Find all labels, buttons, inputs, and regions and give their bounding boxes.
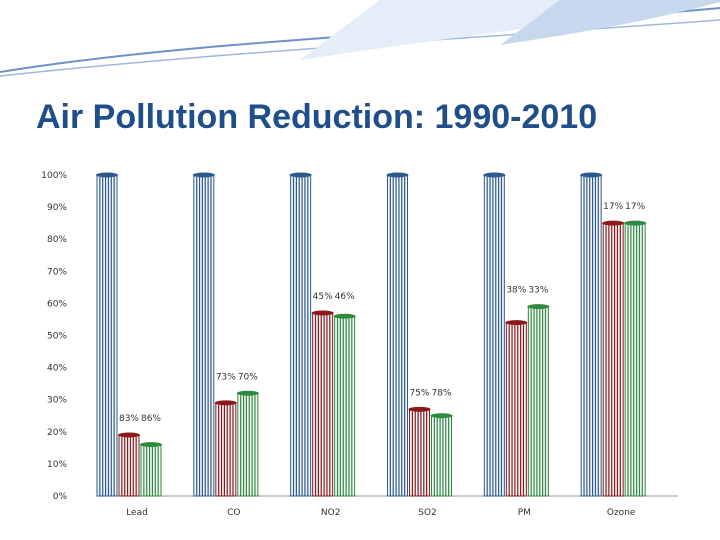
series-b-bar: [527, 304, 550, 497]
data-label: 75%: [409, 388, 429, 398]
data-label: 73%: [216, 372, 236, 382]
data-label: 83%: [119, 414, 139, 424]
data-label: 78%: [431, 388, 451, 398]
series-b-bar: [430, 413, 453, 497]
series-b-bar: [333, 313, 356, 497]
data-label: 17%: [625, 202, 645, 212]
y-tick-label: 100%: [41, 171, 67, 181]
series-a-bar: [408, 406, 431, 497]
baseline-bar: [386, 172, 409, 497]
data-label: 38%: [506, 286, 526, 296]
y-tick-label: 80%: [47, 235, 67, 245]
series-a-bar: [214, 400, 237, 497]
x-category-label: NO2: [321, 508, 341, 518]
series-a-bar: [602, 220, 625, 497]
x-category-label: SO2: [418, 508, 437, 518]
header-swoosh: [0, 0, 720, 90]
baseline-bar: [192, 172, 215, 497]
bars: [96, 172, 647, 497]
y-tick-label: 10%: [47, 460, 67, 470]
x-category-label: Lead: [126, 508, 148, 518]
y-tick-label: 70%: [47, 267, 67, 277]
page-title: Air Pollution Reduction: 1990-2010: [36, 98, 598, 136]
x-category-label: CO: [227, 508, 240, 518]
y-tick-label: 20%: [47, 428, 67, 438]
data-label: 17%: [603, 202, 623, 212]
series-b-bar: [236, 390, 259, 497]
y-tick-label: 40%: [47, 364, 67, 374]
series-a-bar: [118, 432, 140, 497]
data-label: 70%: [238, 372, 258, 382]
x-category-label: PM: [518, 508, 531, 518]
baseline-bar: [289, 172, 312, 497]
series-a-bar: [505, 320, 528, 497]
y-tick-label: 50%: [47, 332, 67, 342]
series-b-bar: [140, 442, 162, 497]
data-labels: 83% 86% 73% 70% 45% 46% 75% 78% 38% 33% 17% 17%: [119, 202, 646, 424]
data-label: 45%: [313, 292, 333, 302]
data-label: 46%: [335, 292, 355, 302]
y-tick-label: 30%: [47, 396, 67, 406]
y-tick-label: 90%: [47, 203, 67, 213]
baseline-bar: [580, 172, 603, 497]
series-b-bar: [624, 220, 647, 497]
baseline-bar: [96, 172, 118, 497]
series-a-bar: [311, 310, 334, 497]
data-label: 86%: [141, 414, 161, 424]
y-axis-ticks: 0% 10% 20% 30% 40% 50% 60% 70% 80% 90% 100%: [41, 171, 67, 502]
y-tick-label: 60%: [47, 299, 67, 309]
x-category-label: Ozone: [607, 508, 636, 518]
y-tick-label: 0%: [53, 492, 68, 502]
data-label: 33%: [528, 286, 548, 296]
baseline-bar: [483, 172, 506, 497]
category-labels: Lead CO NO2 SO2 PM Ozone: [126, 508, 636, 518]
